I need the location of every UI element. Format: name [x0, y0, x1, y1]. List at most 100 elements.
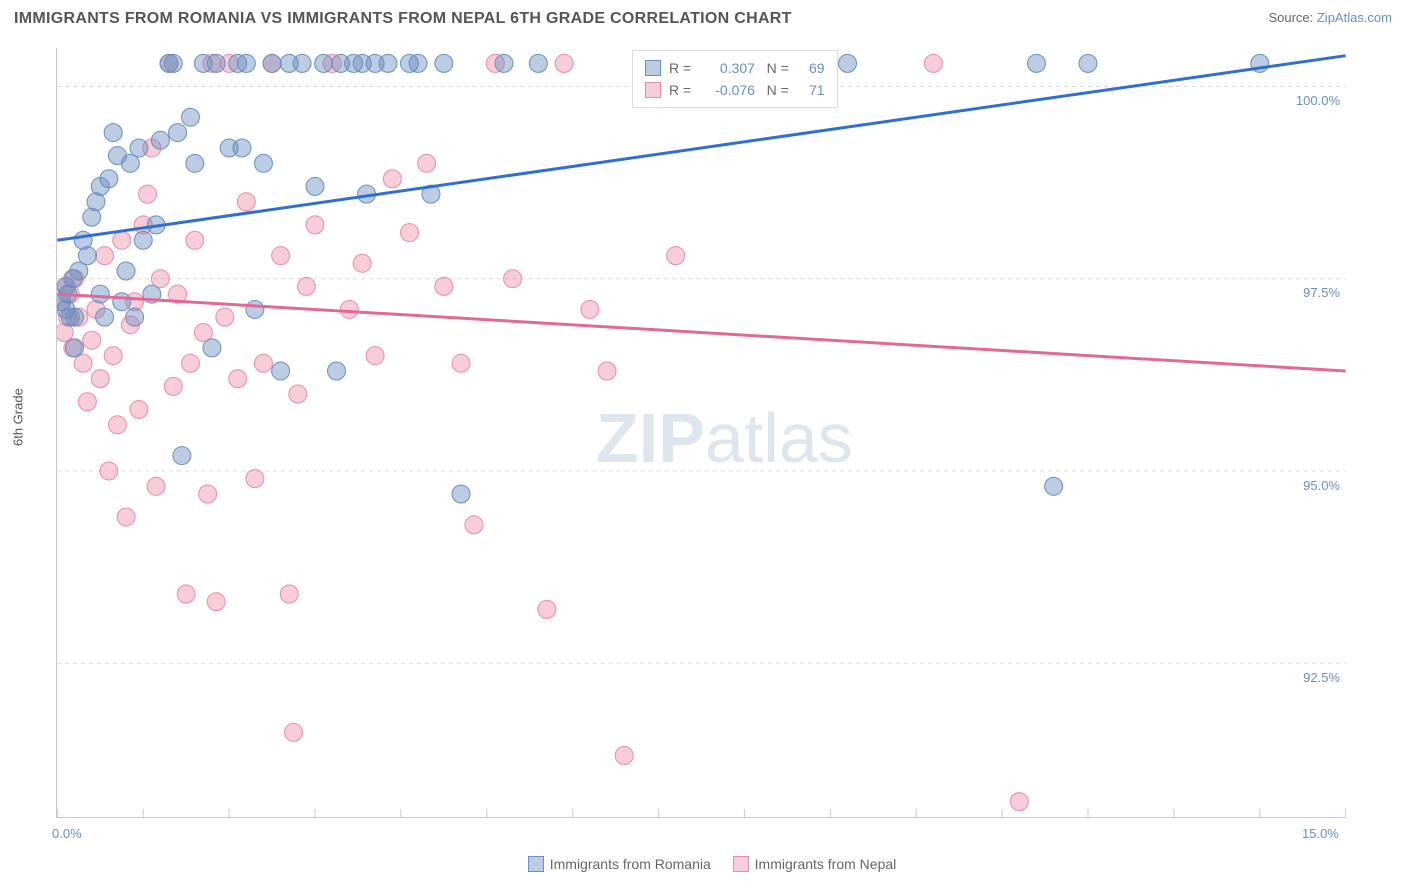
data-point-nepal	[383, 170, 401, 188]
data-point-romania	[839, 54, 857, 72]
legend-swatch-nepal	[645, 82, 661, 98]
legend-bottom-swatch-romania	[528, 856, 544, 872]
data-point-nepal	[96, 247, 114, 265]
data-point-nepal	[465, 516, 483, 534]
data-point-romania	[169, 124, 187, 142]
data-point-romania	[254, 154, 272, 172]
data-point-nepal	[306, 216, 324, 234]
data-point-romania	[435, 54, 453, 72]
y-tick-label: 97.5%	[1280, 285, 1340, 300]
data-point-romania	[233, 139, 251, 157]
data-point-nepal	[418, 154, 436, 172]
data-point-nepal	[581, 300, 599, 318]
data-point-romania	[100, 170, 118, 188]
data-point-nepal	[199, 485, 217, 503]
data-point-romania	[263, 54, 281, 72]
data-point-nepal	[924, 54, 942, 72]
data-point-romania	[151, 131, 169, 149]
legend-n-nepal: 71	[797, 79, 825, 101]
data-point-romania	[379, 54, 397, 72]
data-point-nepal	[246, 470, 264, 488]
data-point-nepal	[181, 354, 199, 372]
data-point-romania	[78, 247, 96, 265]
x-tick-label: 15.0%	[1302, 826, 1339, 841]
data-point-romania	[237, 54, 255, 72]
data-point-nepal	[177, 585, 195, 603]
data-point-romania	[306, 177, 324, 195]
data-point-nepal	[254, 354, 272, 372]
data-point-romania	[293, 54, 311, 72]
data-point-romania	[1045, 477, 1063, 495]
data-point-nepal	[104, 347, 122, 365]
data-point-romania	[186, 154, 204, 172]
scatter-svg	[56, 48, 1346, 818]
x-tick-label: 0.0%	[52, 826, 82, 841]
legend-r-nepal: -0.076	[699, 79, 755, 101]
data-point-romania	[203, 339, 221, 357]
y-axis-title: 6th Grade	[11, 388, 26, 446]
source-prefix: Source:	[1268, 10, 1316, 25]
data-point-nepal	[538, 600, 556, 618]
data-point-nepal	[207, 593, 225, 611]
data-point-nepal	[615, 746, 633, 764]
data-point-nepal	[400, 224, 418, 242]
data-point-nepal	[237, 193, 255, 211]
data-point-nepal	[113, 231, 131, 249]
source-link[interactable]: ZipAtlas.com	[1317, 10, 1392, 25]
legend-n-romania: 69	[797, 57, 825, 79]
data-point-nepal	[139, 185, 157, 203]
data-point-nepal	[555, 54, 573, 72]
data-point-romania	[91, 285, 109, 303]
data-point-nepal	[667, 247, 685, 265]
legend-top-row-nepal: R = -0.076 N = 71	[645, 79, 825, 101]
y-tick-label: 100.0%	[1280, 93, 1340, 108]
data-point-romania	[181, 108, 199, 126]
legend-top-box: R = 0.307 N = 69 R = -0.076 N = 71	[632, 50, 838, 108]
data-point-nepal	[164, 377, 182, 395]
legend-bottom-label-nepal: Immigrants from Nepal	[755, 856, 897, 872]
data-point-nepal	[297, 277, 315, 295]
data-point-romania	[207, 54, 225, 72]
data-point-nepal	[452, 354, 470, 372]
legend-bottom-swatch-nepal	[733, 856, 749, 872]
data-point-romania	[96, 308, 114, 326]
legend-swatch-romania	[645, 60, 661, 76]
data-point-romania	[1027, 54, 1045, 72]
data-point-nepal	[366, 347, 384, 365]
data-point-romania	[327, 362, 345, 380]
trend-line-nepal	[57, 294, 1345, 371]
legend-bottom-label-romania: Immigrants from Romania	[550, 856, 711, 872]
data-point-romania	[113, 293, 131, 311]
data-point-romania	[104, 124, 122, 142]
data-point-nepal	[216, 308, 234, 326]
data-point-nepal	[504, 270, 522, 288]
data-point-romania	[246, 300, 264, 318]
data-point-romania	[529, 54, 547, 72]
data-point-romania	[66, 339, 84, 357]
data-point-romania	[272, 362, 290, 380]
data-point-nepal	[100, 462, 118, 480]
source-attribution: Source: ZipAtlas.com	[1268, 10, 1392, 25]
data-point-romania	[409, 54, 427, 72]
legend-r-romania: 0.307	[699, 57, 755, 79]
data-point-nepal	[117, 508, 135, 526]
legend-top-row-romania: R = 0.307 N = 69	[645, 57, 825, 79]
data-point-nepal	[83, 331, 101, 349]
data-point-romania	[130, 139, 148, 157]
chart-header: IMMIGRANTS FROM ROMANIA VS IMMIGRANTS FR…	[14, 10, 1392, 38]
data-point-romania	[173, 447, 191, 465]
data-point-nepal	[108, 416, 126, 434]
data-point-nepal	[435, 277, 453, 295]
data-point-romania	[495, 54, 513, 72]
data-point-nepal	[272, 247, 290, 265]
data-point-nepal	[229, 370, 247, 388]
data-point-romania	[66, 308, 84, 326]
data-point-romania	[1079, 54, 1097, 72]
data-point-romania	[452, 485, 470, 503]
legend-bottom: Immigrants from Romania Immigrants from …	[0, 856, 1406, 872]
data-point-romania	[164, 54, 182, 72]
y-tick-label: 95.0%	[1280, 478, 1340, 493]
data-point-nepal	[598, 362, 616, 380]
data-point-nepal	[280, 585, 298, 603]
y-tick-label: 92.5%	[1280, 670, 1340, 685]
